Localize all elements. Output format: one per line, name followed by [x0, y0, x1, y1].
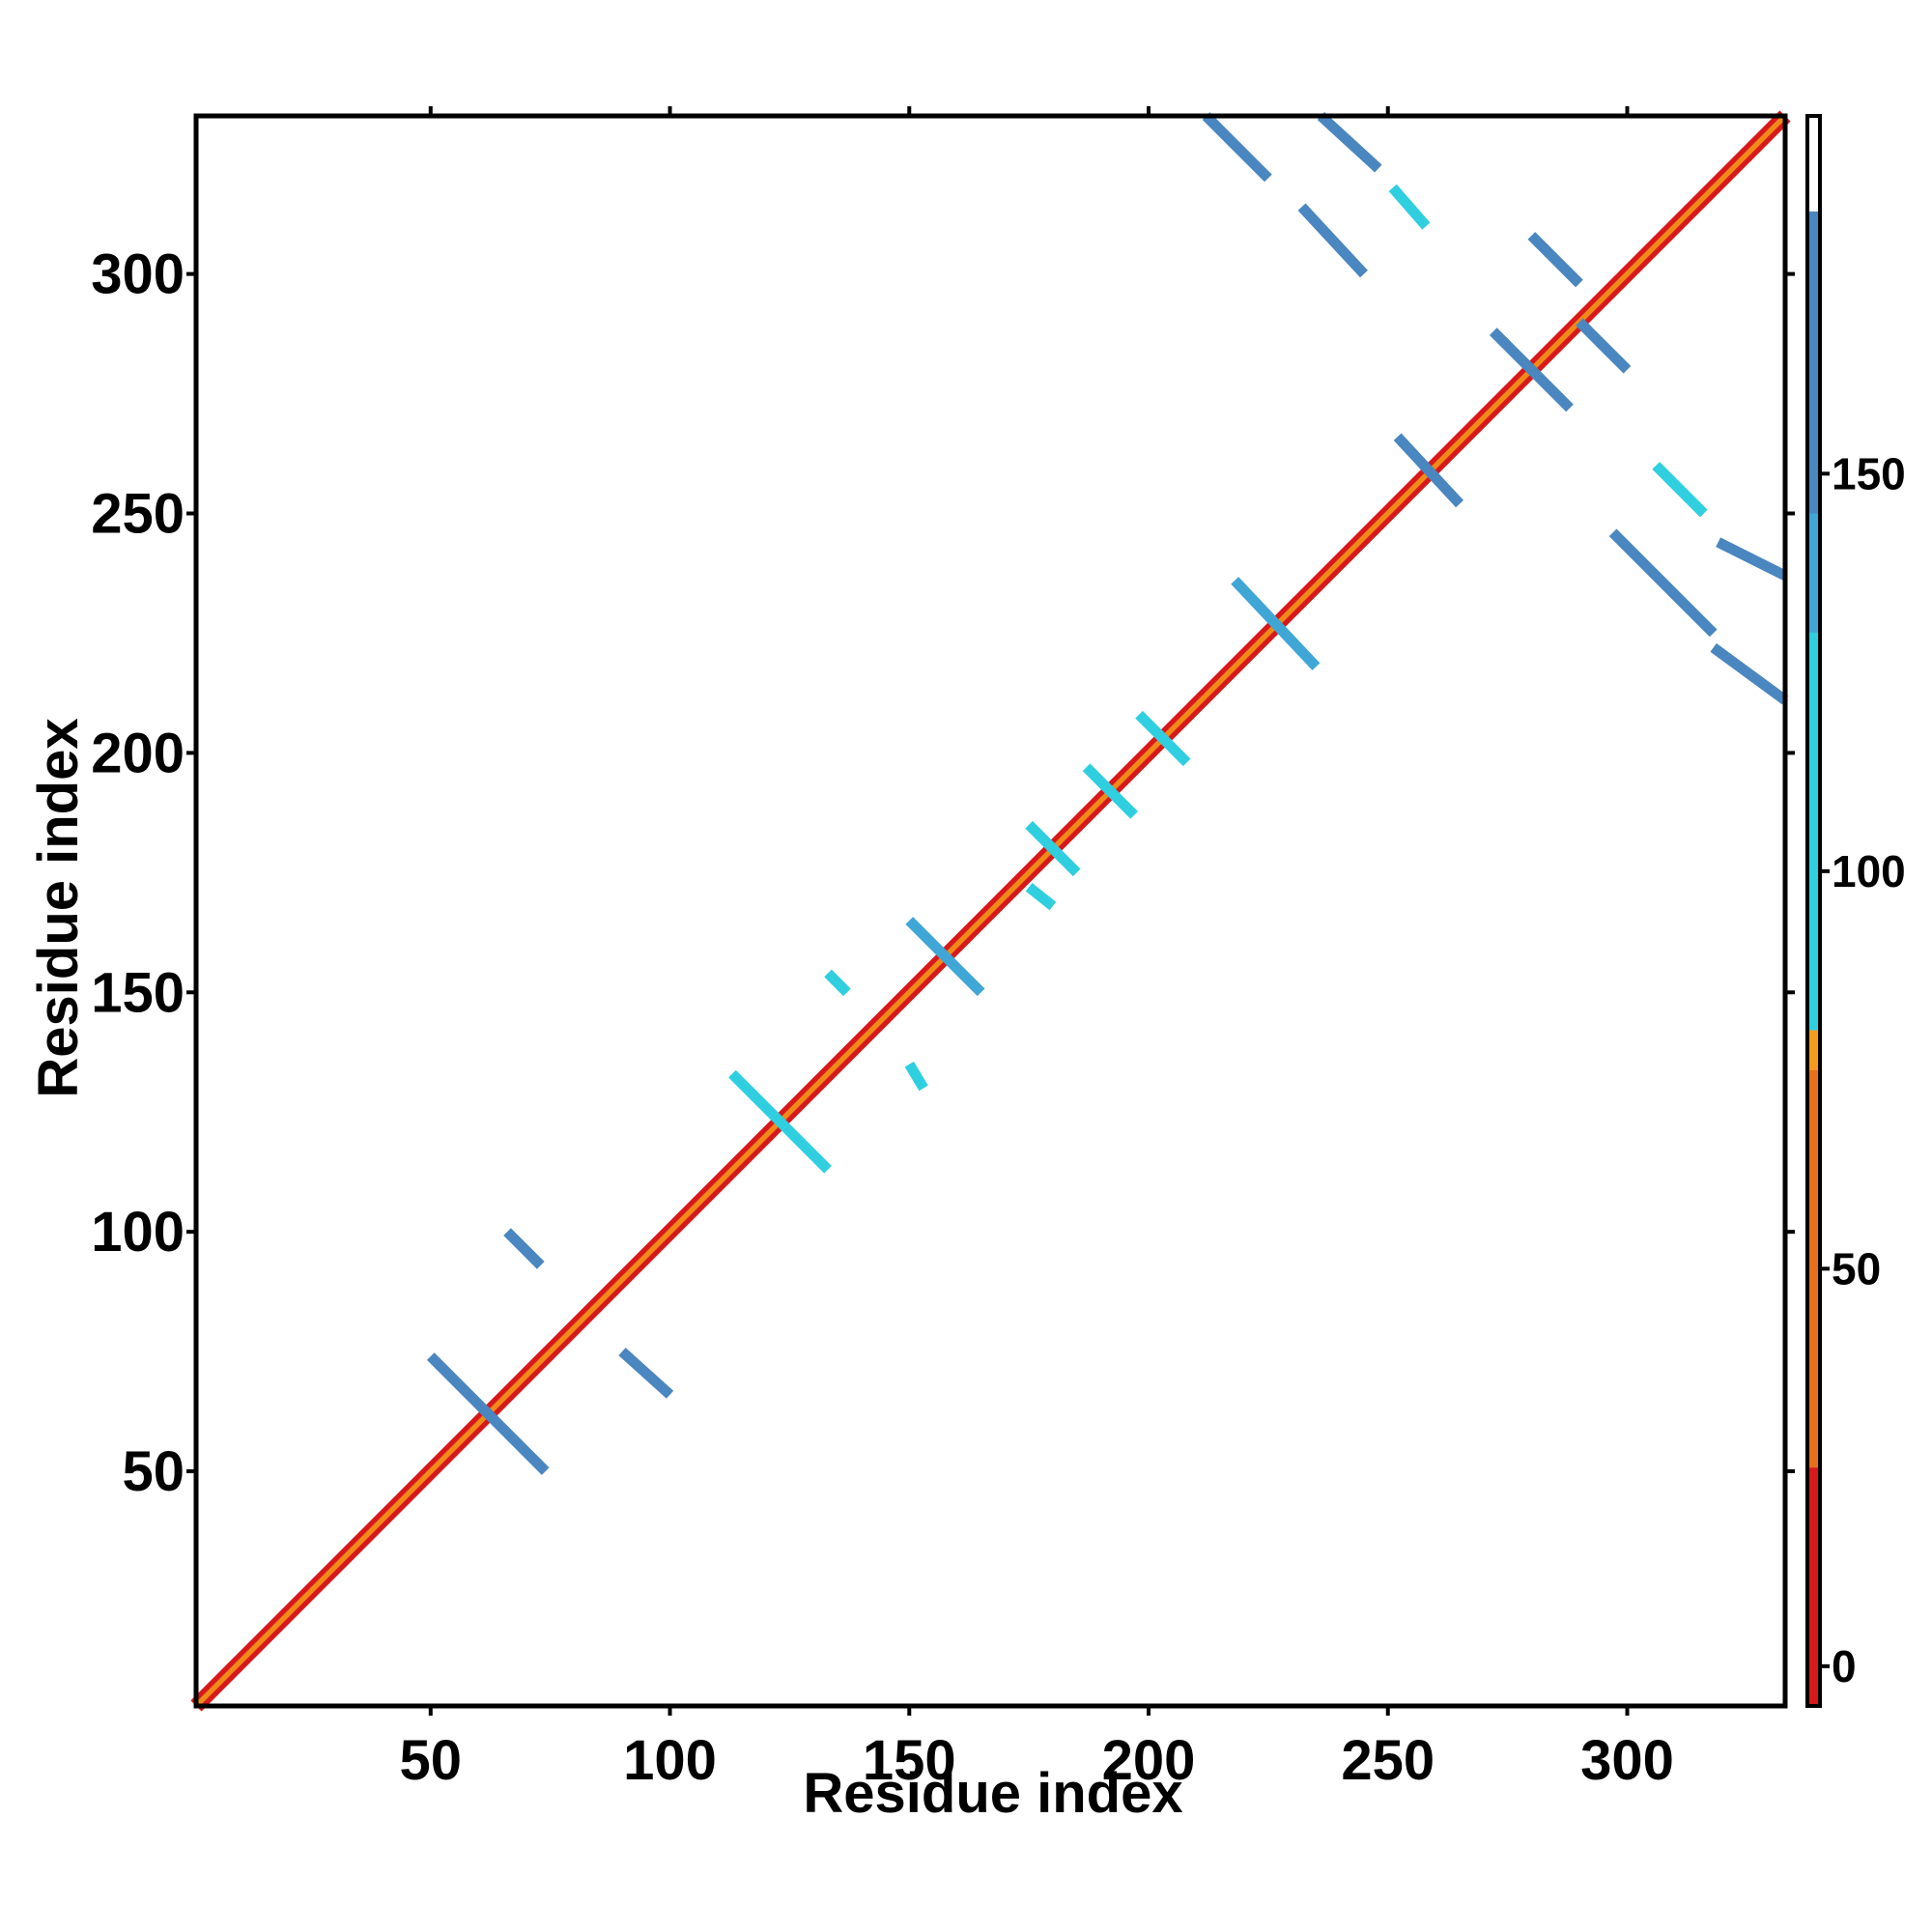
colorbar-tick-label: 100 [1832, 846, 1906, 896]
contact-segment [1025, 820, 1081, 877]
colorbar-band [1807, 211, 1820, 514]
contact-segment [824, 969, 851, 997]
contact-segment [1576, 318, 1632, 374]
contact-segment [426, 1352, 550, 1475]
contact-segment [1652, 462, 1708, 518]
colorbar-band [1807, 632, 1820, 1031]
y-tick-label: 100 [91, 1201, 185, 1264]
colorbar-tick-label: 0 [1832, 1641, 1857, 1691]
contact-segment [1297, 203, 1368, 278]
x-tick-label: 200 [1102, 1729, 1196, 1792]
colorbar-band [1807, 1030, 1820, 1070]
x-tick-label: 100 [623, 1729, 717, 1792]
contact-segment [1202, 112, 1272, 183]
colorbar: 0 50 100 150 [1805, 114, 1906, 1708]
contact-segment [1082, 763, 1138, 819]
heatmap-cells [190, 110, 1791, 1712]
contact-segment [1231, 577, 1321, 670]
y-tick-label: 300 [91, 243, 185, 306]
x-axis: 50 100 150 200 250 300 [400, 106, 1674, 1792]
colorbar-band [1807, 116, 1820, 212]
y-tick-label: 250 [91, 483, 185, 546]
colorbar-band [1807, 1467, 1820, 1706]
y-axis: 50 100 150 200 250 300 [91, 243, 1795, 1503]
diagonal-core [194, 114, 1787, 1708]
contact-segment [503, 1228, 545, 1269]
colorbar-tick-label: 50 [1832, 1243, 1881, 1293]
colorbar-band [1807, 513, 1820, 633]
x-tick-label: 50 [400, 1729, 463, 1792]
contact-segment [1317, 111, 1382, 173]
contact-segment [905, 917, 985, 997]
contact-segment [1716, 537, 1788, 581]
contact-segment [1393, 433, 1464, 508]
contact-segment [618, 1348, 674, 1399]
contact-segment [1489, 327, 1574, 412]
y-tick-label: 150 [91, 961, 185, 1024]
colorbar-frame [1805, 114, 1822, 1708]
contact-segment [1608, 528, 1718, 638]
contact-segment [1710, 642, 1789, 705]
contact-segment [1388, 184, 1431, 230]
contact-segment [728, 1069, 832, 1174]
plot-frame [193, 113, 1788, 1709]
contact-segment [1025, 882, 1057, 911]
x-axis-title: Residue index [803, 1762, 1182, 1825]
colorbar-band [1807, 1069, 1820, 1468]
contact-segment [1527, 232, 1583, 288]
y-axis-title: Residue index [27, 718, 90, 1097]
x-tick-label: 150 [863, 1729, 956, 1792]
contact-segment [904, 1061, 928, 1092]
y-tick-label: 50 [122, 1440, 185, 1503]
colorbar-tick-label: 150 [1832, 448, 1906, 498]
x-tick-label: 250 [1341, 1729, 1435, 1792]
contact-segment [1135, 710, 1191, 767]
x-tick-label: 300 [1580, 1729, 1674, 1792]
y-tick-label: 200 [91, 722, 185, 784]
